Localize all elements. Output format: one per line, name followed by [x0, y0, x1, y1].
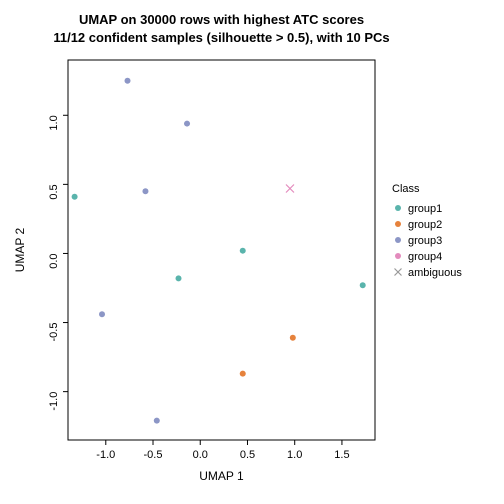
- x-tick-label: 1.5: [334, 449, 349, 461]
- legend-label: group3: [408, 235, 442, 247]
- data-point: [290, 335, 296, 341]
- legend-marker: [395, 221, 401, 227]
- scatter-plot: -1.0 -0.5 0.0 0.5 1.0 1.5 -1.0 -0.5 0.0 0.5 1.0 UMA…: [0, 0, 504, 504]
- y-tick-label: -1.0: [48, 392, 60, 411]
- y-tick-label: 0.0: [48, 253, 60, 268]
- x-axis-label: UMAP 1: [199, 469, 244, 483]
- data-point: [176, 275, 182, 281]
- y-axis-label: UMAP 2: [13, 227, 27, 272]
- data-point: [240, 371, 246, 377]
- data-point: [99, 311, 105, 317]
- y-tick-label: 0.5: [48, 184, 60, 199]
- chart-title-line2: 11/12 confident samples (silhouette > 0.…: [53, 30, 389, 45]
- legend-marker: [395, 253, 401, 259]
- x-tick-label: 1.0: [287, 449, 302, 461]
- data-point: [360, 282, 366, 288]
- legend-label: group4: [408, 251, 442, 263]
- data-point: [184, 121, 190, 127]
- data-point: [154, 418, 160, 424]
- plot-border: [68, 60, 375, 440]
- legend-label: group1: [408, 203, 442, 215]
- data-point: [240, 248, 246, 254]
- legend-marker: [395, 237, 401, 243]
- legend-marker: [395, 205, 401, 211]
- legend-title: Class: [392, 183, 420, 195]
- legend-label: group2: [408, 219, 442, 231]
- data-point: [125, 78, 131, 84]
- legend-label: ambiguous: [408, 267, 462, 279]
- x-tick-label: -1.0: [96, 449, 115, 461]
- x-tick-label: 0.0: [193, 449, 208, 461]
- y-tick-label: 1.0: [48, 115, 60, 130]
- x-tick-label: -0.5: [144, 449, 163, 461]
- x-tick-label: 0.5: [240, 449, 255, 461]
- chart-container: -1.0 -0.5 0.0 0.5 1.0 1.5 -1.0 -0.5 0.0 0.5 1.0 UMA…: [0, 0, 504, 504]
- chart-title-line1: UMAP on 30000 rows with highest ATC scor…: [79, 12, 364, 27]
- y-tick-label: -0.5: [48, 323, 60, 342]
- data-point: [72, 194, 78, 200]
- data-point: [142, 188, 148, 194]
